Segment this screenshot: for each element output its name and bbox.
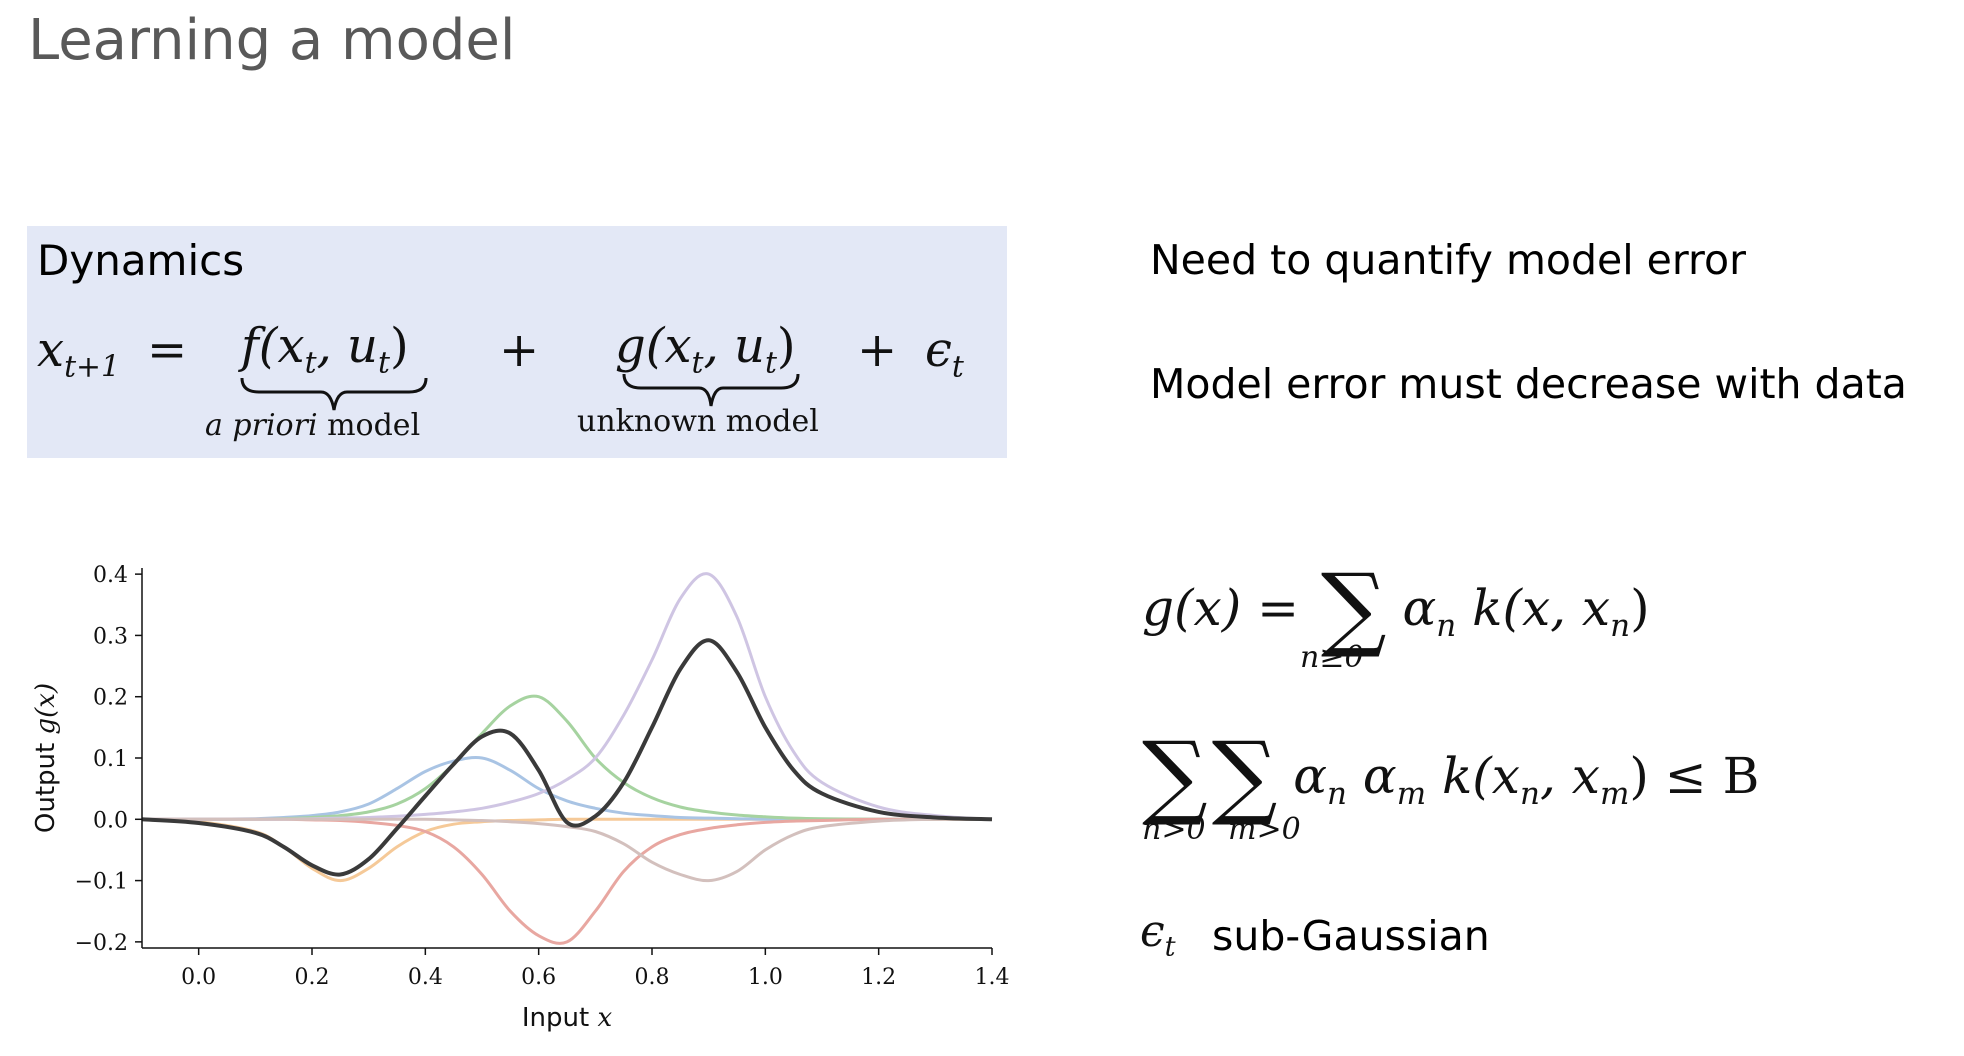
bullet-quantify-error: Need to quantify model error <box>1150 236 1746 284</box>
equation-f-term: f(xt, ut) <box>241 318 409 381</box>
series-line-sum <box>141 638 993 877</box>
series-line-1 <box>141 817 992 883</box>
kernel-expansion-formula: g(x) = ∑ αn k(x, xn) <box>1142 554 1650 661</box>
noise-symbol: ϵt <box>1140 906 1176 963</box>
equation-plus-2: + <box>857 322 898 378</box>
series-line-6 <box>141 817 993 883</box>
g-label: unknown model <box>577 404 819 439</box>
x-tick-label: 0.2 <box>295 965 330 990</box>
series-line-5 <box>141 572 993 821</box>
x-tick-label: 0.4 <box>408 965 443 990</box>
x-tick-label: 0.0 <box>181 965 216 990</box>
norm-sum-index-m: m>0 <box>1228 812 1301 847</box>
kernel-sum-index: n≥0 <box>1300 640 1364 675</box>
y-tick-label: 0.0 <box>93 808 128 833</box>
dynamics-box: Dynamics xt+1 = f(xt, ut) a priori model… <box>27 226 1007 458</box>
y-tick-label: 0.4 <box>93 563 128 588</box>
equation-epsilon: ϵt <box>925 322 964 385</box>
g-underbrace <box>622 373 800 407</box>
x-tick-label: 0.8 <box>635 965 670 990</box>
equation-lhs: xt+1 <box>37 322 120 385</box>
equation-equals: = <box>147 322 188 378</box>
y-tick-label: 0.2 <box>93 686 128 711</box>
y-tick-label: 0.1 <box>93 747 128 772</box>
noise-description: sub-Gaussian <box>1212 912 1490 960</box>
dynamics-heading: Dynamics <box>37 236 245 285</box>
norm-sum-symbol-1: ∑ <box>1142 722 1208 829</box>
equation-g-term: g(xt, ut) <box>615 318 796 381</box>
y-axis-label: Output g(x) <box>31 683 61 833</box>
kernel-functions-chart: 0.0 0.2 0.4 0.6 0.8 1.0 1.2 1.4 −0.2 −0.1 0.0 0.1 0… <box>22 548 1022 1053</box>
x-tick-label: 1.2 <box>861 965 896 990</box>
f-underbrace <box>240 377 428 411</box>
x-tick-label: 1.4 <box>975 965 1010 990</box>
x-axis-label: Input x <box>522 1003 613 1033</box>
x-ticks: 0.0 0.2 0.4 0.6 0.8 1.0 1.2 1.4 <box>181 948 1010 990</box>
norm-bound-formula: ∑∑ αn αm k(xn, xm) ≤ B <box>1142 722 1760 829</box>
chart-canvas: 0.0 0.2 0.4 0.6 0.8 1.0 1.2 1.4 −0.2 −0.1 0.0 0.1 0… <box>31 563 1010 1033</box>
x-tick-label: 0.6 <box>521 965 556 990</box>
y-tick-label: −0.1 <box>75 870 128 895</box>
bullet-error-decrease: Model error must decrease with data <box>1150 360 1907 408</box>
y-ticks: −0.2 −0.1 0.0 0.1 0.2 0.3 0.4 <box>75 563 142 956</box>
x-tick-label: 1.0 <box>748 965 783 990</box>
y-tick-label: 0.3 <box>93 624 128 649</box>
f-label: a priori model <box>205 408 421 443</box>
equation-plus-1: + <box>499 322 540 378</box>
kernel-sum-symbol: ∑ <box>1320 554 1387 661</box>
norm-sum-index-n: n>0 <box>1142 812 1206 847</box>
norm-sum-symbol-2: ∑ <box>1211 722 1278 829</box>
y-tick-label: −0.2 <box>75 931 128 956</box>
chart-series-group <box>141 572 993 945</box>
slide-title: Learning a model <box>28 8 516 73</box>
